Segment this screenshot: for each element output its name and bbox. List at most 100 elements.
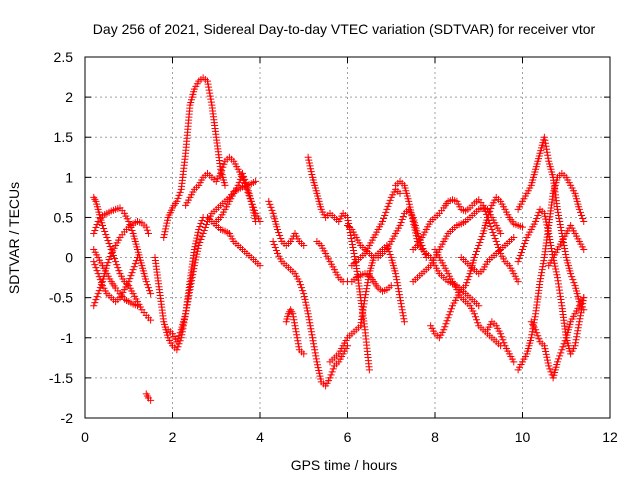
data-point (311, 346, 319, 354)
data-point (182, 310, 190, 318)
y-tick-label: 1 (65, 169, 73, 185)
data-point (130, 263, 138, 271)
data-point (235, 178, 243, 186)
x-tick-label: 8 (431, 429, 439, 445)
data-point (554, 205, 561, 213)
data-point (306, 322, 314, 330)
data-point (400, 318, 408, 326)
data-point (557, 226, 565, 234)
data-point (398, 215, 406, 223)
data-point (269, 238, 277, 246)
data-point (474, 319, 482, 327)
series-track-y (431, 246, 505, 350)
data-point (554, 208, 562, 216)
y-tick-label: -0.5 (49, 290, 73, 306)
data-point (559, 343, 567, 351)
data-point (188, 274, 196, 282)
data-point (302, 301, 310, 309)
axis-ticks (84, 56, 611, 419)
data-point (164, 216, 171, 224)
data-point (348, 241, 356, 249)
data-point (144, 284, 152, 292)
data-point (92, 223, 100, 231)
data-point (400, 315, 408, 323)
data-point (580, 217, 588, 225)
data-point (249, 203, 256, 211)
series-track-h (160, 74, 229, 241)
data-point (560, 340, 568, 348)
data-point (200, 226, 208, 234)
data-point (557, 223, 565, 231)
data-point (555, 211, 563, 219)
data-point (580, 294, 588, 302)
data-point (398, 303, 406, 311)
data-point (205, 83, 213, 91)
data-point (362, 288, 370, 296)
data-point (447, 305, 455, 313)
data-point (126, 220, 134, 228)
data-point (571, 342, 579, 350)
data-point (577, 309, 585, 317)
data-point (91, 299, 99, 307)
data-point (128, 269, 136, 277)
data-point (385, 199, 393, 207)
data-point (490, 231, 498, 239)
y-tick-label: 1.5 (54, 129, 74, 145)
series-track-m (265, 197, 308, 250)
data-point (399, 309, 407, 317)
data-point (196, 239, 204, 247)
data-point (175, 191, 183, 199)
data-point (309, 334, 316, 342)
data-point (294, 337, 302, 345)
data-point (542, 218, 550, 226)
data-point (534, 332, 542, 340)
data-point (131, 260, 139, 268)
data-point (301, 295, 309, 303)
data-point (176, 329, 184, 337)
data-point (470, 254, 478, 262)
data-point (392, 270, 400, 278)
data-point (204, 80, 212, 88)
data-point (443, 317, 451, 325)
data-point (293, 334, 301, 342)
data-point (517, 249, 525, 257)
data-point (198, 216, 206, 224)
data-point (266, 200, 274, 208)
data-point (90, 258, 98, 266)
data-point (143, 226, 151, 234)
data-point (567, 270, 575, 278)
data-point (249, 206, 257, 214)
data-point (396, 221, 404, 229)
data-point (409, 215, 416, 223)
data-point (578, 211, 586, 219)
data-point (306, 319, 314, 327)
series-track-t (348, 185, 404, 270)
data-point (410, 223, 418, 231)
data-point (363, 285, 371, 293)
data-point (97, 279, 105, 287)
data-point (289, 310, 297, 318)
series-track-w (409, 204, 505, 286)
data-point (562, 251, 570, 259)
data-point (104, 259, 112, 267)
data-point (292, 328, 300, 336)
data-point (290, 316, 298, 324)
data-point (142, 223, 150, 231)
data-point (554, 358, 561, 366)
data-point (382, 208, 390, 216)
data-point (444, 314, 452, 322)
series-track-ac (514, 133, 588, 314)
data-point (407, 206, 415, 214)
data-point (311, 349, 319, 357)
data-point (195, 242, 203, 250)
data-point (310, 343, 318, 351)
data-point (522, 237, 530, 245)
data-point (295, 343, 303, 351)
data-point (540, 342, 548, 350)
data-point (126, 275, 134, 283)
data-point (379, 217, 386, 225)
data-point (540, 209, 548, 217)
data-point (206, 92, 214, 100)
data-point (173, 346, 181, 354)
data-point (574, 324, 582, 332)
